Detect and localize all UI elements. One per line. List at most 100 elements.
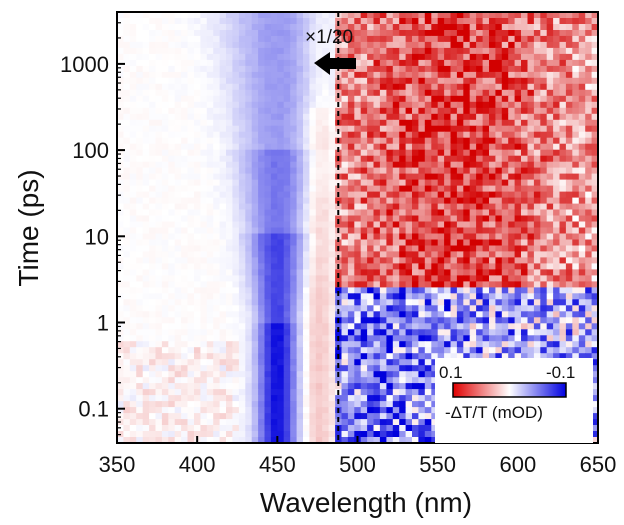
heatmap-cell: [405, 275, 413, 282]
heatmap-cell: [354, 12, 362, 19]
heatmap-cell: [546, 41, 554, 49]
heatmap-cell: [456, 167, 464, 175]
heatmap-cell: [482, 167, 490, 175]
heatmap-cell: [405, 293, 413, 300]
heatmap-cell: [412, 269, 419, 276]
heatmap-cell: [226, 317, 233, 324]
heatmap-cell: [123, 143, 131, 151]
heatmap-cell: [142, 77, 150, 85]
heatmap-cell: [187, 263, 195, 270]
heatmap-cell: [129, 293, 137, 300]
heatmap-cell: [418, 245, 426, 253]
heatmap-cell: [136, 131, 144, 139]
heatmap-cell: [322, 35, 330, 43]
heatmap-cell: [200, 107, 208, 115]
heatmap-cell: [149, 137, 157, 145]
heatmap-cell: [155, 395, 163, 402]
heatmap-cell: [418, 239, 426, 247]
heatmap-cell: [226, 221, 233, 229]
heatmap-cell: [463, 209, 471, 217]
heatmap-cell: [264, 47, 272, 55]
heatmap-cell: [521, 167, 528, 175]
heatmap-cell: [213, 113, 221, 121]
heatmap-cell: [463, 263, 471, 270]
heatmap-cell: [149, 47, 157, 55]
heatmap-cell: [174, 365, 182, 372]
heatmap-cell: [123, 59, 131, 67]
heatmap-cell: [187, 191, 195, 199]
heatmap-cell: [123, 197, 131, 205]
heatmap-cell: [335, 149, 343, 157]
heatmap-cell: [431, 359, 439, 366]
heatmap-cell: [149, 53, 157, 61]
heatmap-cell: [437, 173, 445, 181]
heatmap-cell: [456, 275, 464, 282]
heatmap-cell: [424, 299, 432, 306]
heatmap-cell: [142, 161, 150, 169]
heatmap-cell: [405, 359, 413, 366]
heatmap-cell: [514, 77, 522, 85]
heatmap-cell: [476, 347, 484, 354]
heatmap-cell: [418, 65, 426, 73]
heatmap-cell: [591, 401, 599, 408]
heatmap-cell: [270, 53, 278, 61]
heatmap-cell: [328, 275, 336, 282]
heatmap-cell: [283, 257, 291, 264]
heatmap-cell: [161, 263, 169, 270]
heatmap-cell: [187, 281, 195, 288]
heatmap-cell: [309, 131, 317, 139]
heatmap-cell: [412, 287, 419, 294]
heatmap-cell: [367, 131, 375, 139]
heatmap-cell: [245, 185, 253, 193]
heatmap-cell: [123, 35, 131, 43]
heatmap-cell: [527, 71, 535, 79]
heatmap-cell: [463, 257, 471, 264]
heatmap-cell: [258, 389, 266, 396]
heatmap-cell: [277, 365, 285, 372]
heatmap-cell: [213, 83, 221, 91]
heatmap-cell: [341, 311, 349, 318]
heatmap-cell: [213, 293, 221, 300]
heatmap-cell: [309, 53, 317, 61]
heatmap-cell: [501, 323, 509, 330]
heatmap-cell: [431, 311, 439, 318]
heatmap-cell: [264, 173, 272, 181]
heatmap-cell: [431, 71, 439, 79]
heatmap-cell: [508, 269, 516, 276]
heatmap-cell: [450, 173, 458, 181]
heatmap-cell: [386, 323, 394, 330]
heatmap-cell: [412, 83, 419, 91]
heatmap-cell: [476, 18, 484, 25]
heatmap-cell: [412, 137, 419, 145]
heatmap-cell: [296, 107, 304, 115]
heatmap-cell: [508, 329, 516, 336]
heatmap-cell: [431, 251, 439, 258]
heatmap-cell: [437, 89, 445, 97]
heatmap-cell: [155, 365, 163, 372]
heatmap-cell: [155, 257, 163, 264]
heatmap-cell: [553, 71, 561, 79]
heatmap-cell: [174, 341, 182, 348]
heatmap-cell: [347, 185, 355, 193]
heatmap-cell: [238, 89, 246, 97]
heatmap-cell: [129, 119, 137, 127]
heatmap-cell: [399, 71, 407, 79]
heatmap-cell: [194, 329, 201, 336]
heatmap-cell: [578, 281, 586, 288]
heatmap-cell: [559, 173, 567, 181]
heatmap-cell: [373, 389, 381, 396]
heatmap-cell: [270, 137, 278, 145]
heatmap-cell: [367, 377, 375, 384]
heatmap-cell: [565, 257, 573, 264]
heatmap-cell: [540, 281, 548, 288]
heatmap-cell: [238, 359, 246, 366]
heatmap-cell: [578, 185, 586, 193]
heatmap-cell: [405, 299, 413, 306]
heatmap-cell: [283, 335, 291, 342]
heatmap-cell: [168, 323, 176, 330]
heatmap-cell: [258, 59, 266, 67]
heatmap-cell: [168, 233, 176, 241]
heatmap-cell: [219, 203, 227, 211]
heatmap-cell: [386, 149, 394, 157]
heatmap-cell: [399, 173, 407, 181]
